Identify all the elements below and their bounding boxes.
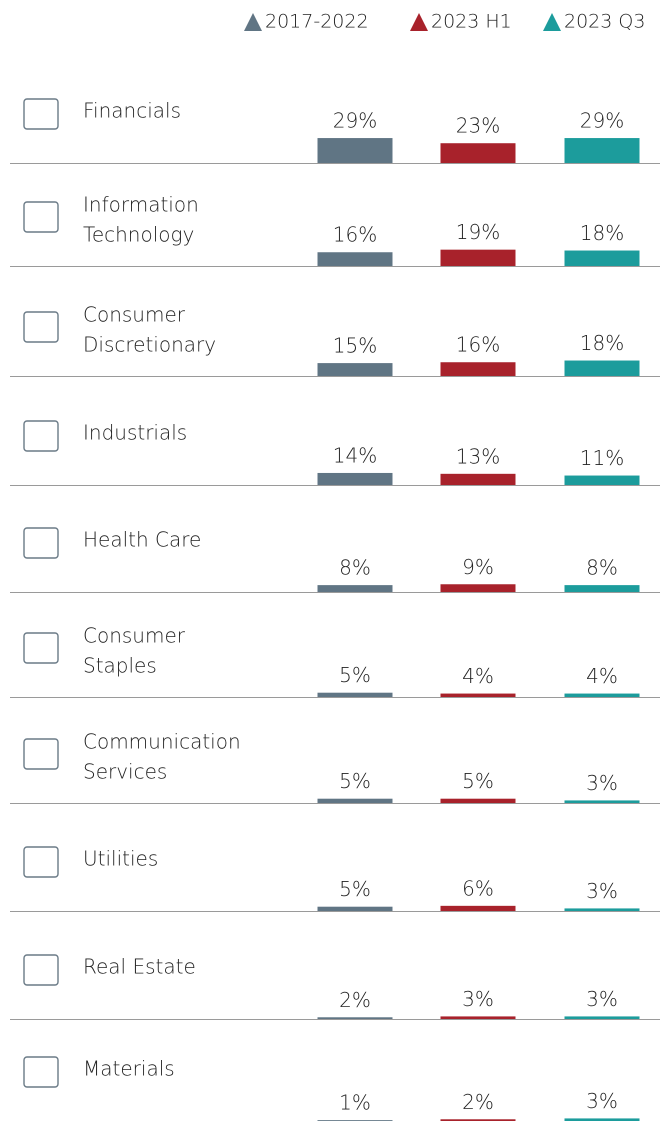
- value-label: 13%: [456, 444, 500, 468]
- bar: [440, 249, 516, 266]
- category-label: Consumer: [83, 624, 186, 648]
- value-label: 3%: [462, 987, 494, 1011]
- bar: [317, 1017, 393, 1019]
- bar: [317, 585, 393, 592]
- category-label: Financials: [83, 99, 181, 123]
- value-label: 18%: [580, 221, 624, 245]
- value-label: 14%: [333, 443, 377, 467]
- bar: [564, 1118, 640, 1121]
- bar: [317, 363, 393, 376]
- sector-icon: [23, 954, 59, 986]
- bar: [440, 905, 516, 911]
- bar: [440, 1119, 516, 1121]
- bar: [440, 693, 516, 697]
- value-label: 6%: [462, 876, 494, 900]
- value-label: 23%: [456, 114, 500, 138]
- bar: [440, 1016, 516, 1019]
- legend-label: 2023 H1: [431, 11, 512, 33]
- sector-icon: [23, 738, 59, 770]
- bar: [564, 585, 640, 592]
- value-label: 4%: [462, 664, 494, 688]
- legend-marker: [410, 13, 428, 31]
- category-label: Staples: [83, 654, 157, 678]
- bar: [317, 252, 393, 266]
- bar: [564, 360, 640, 376]
- value-label: 1%: [339, 1091, 371, 1115]
- bar: [564, 250, 640, 266]
- bar: [440, 362, 516, 376]
- value-label: 8%: [586, 556, 618, 580]
- bar: [440, 584, 516, 592]
- value-label: 4%: [586, 664, 618, 688]
- sector-icon: [23, 311, 59, 343]
- value-label: 19%: [456, 220, 500, 244]
- category-label: Utilities: [83, 847, 158, 871]
- value-label: 2%: [462, 1090, 494, 1114]
- bar: [317, 798, 393, 803]
- legend-label: 2023 Q3: [564, 11, 645, 33]
- legend: 2017-2022 2023 H1 2023 Q3: [244, 11, 645, 33]
- category-label: Services: [83, 760, 167, 784]
- value-label: 9%: [462, 555, 494, 579]
- value-label: 5%: [339, 663, 371, 687]
- value-label: 5%: [462, 769, 494, 793]
- sector-icon: [23, 846, 59, 878]
- bar: [440, 473, 516, 485]
- value-label: 29%: [333, 109, 377, 133]
- value-label: 18%: [580, 331, 624, 355]
- sector-icon: [23, 527, 59, 559]
- category-label: Communication: [83, 730, 241, 754]
- bar: [317, 472, 393, 485]
- category-label: Discretionary: [83, 333, 216, 357]
- category-label: Information: [83, 193, 199, 217]
- value-label: 11%: [580, 446, 624, 470]
- sector-icon: [23, 98, 59, 130]
- value-label: 5%: [339, 769, 371, 793]
- sector-icon: [23, 201, 59, 233]
- bar: [317, 692, 393, 697]
- category-label: Industrials: [83, 421, 187, 445]
- sector-icon: [23, 1056, 59, 1088]
- bar: [564, 1016, 640, 1019]
- bar: [564, 475, 640, 485]
- value-label: 16%: [456, 333, 500, 357]
- legend-label: 2017-2022: [265, 11, 369, 33]
- legend-marker: [244, 13, 262, 31]
- value-label: 29%: [580, 109, 624, 133]
- category-label: Technology: [83, 223, 194, 247]
- bar: [564, 908, 640, 911]
- bar: [440, 798, 516, 803]
- bar: [440, 143, 516, 163]
- bar: [564, 693, 640, 697]
- bar: [564, 138, 640, 163]
- legend-marker: [543, 13, 561, 31]
- sector-icon: [23, 632, 59, 664]
- value-label: 2%: [339, 988, 371, 1012]
- bar: [564, 800, 640, 803]
- value-label: 3%: [586, 879, 618, 903]
- category-label: Materials: [83, 1057, 175, 1081]
- value-label: 15%: [333, 334, 377, 358]
- value-label: 8%: [339, 556, 371, 580]
- bar: [317, 906, 393, 911]
- sector-icon: [23, 420, 59, 452]
- value-label: 5%: [339, 877, 371, 901]
- value-label: 3%: [586, 1089, 618, 1113]
- bar: [317, 138, 393, 163]
- value-label: 16%: [333, 223, 377, 247]
- value-label: 3%: [586, 987, 618, 1011]
- category-label: Real Estate: [83, 955, 196, 979]
- value-label: 3%: [586, 771, 618, 795]
- category-label: Consumer: [83, 303, 186, 327]
- category-label: Health Care: [83, 528, 201, 552]
- bar: [317, 1120, 393, 1121]
